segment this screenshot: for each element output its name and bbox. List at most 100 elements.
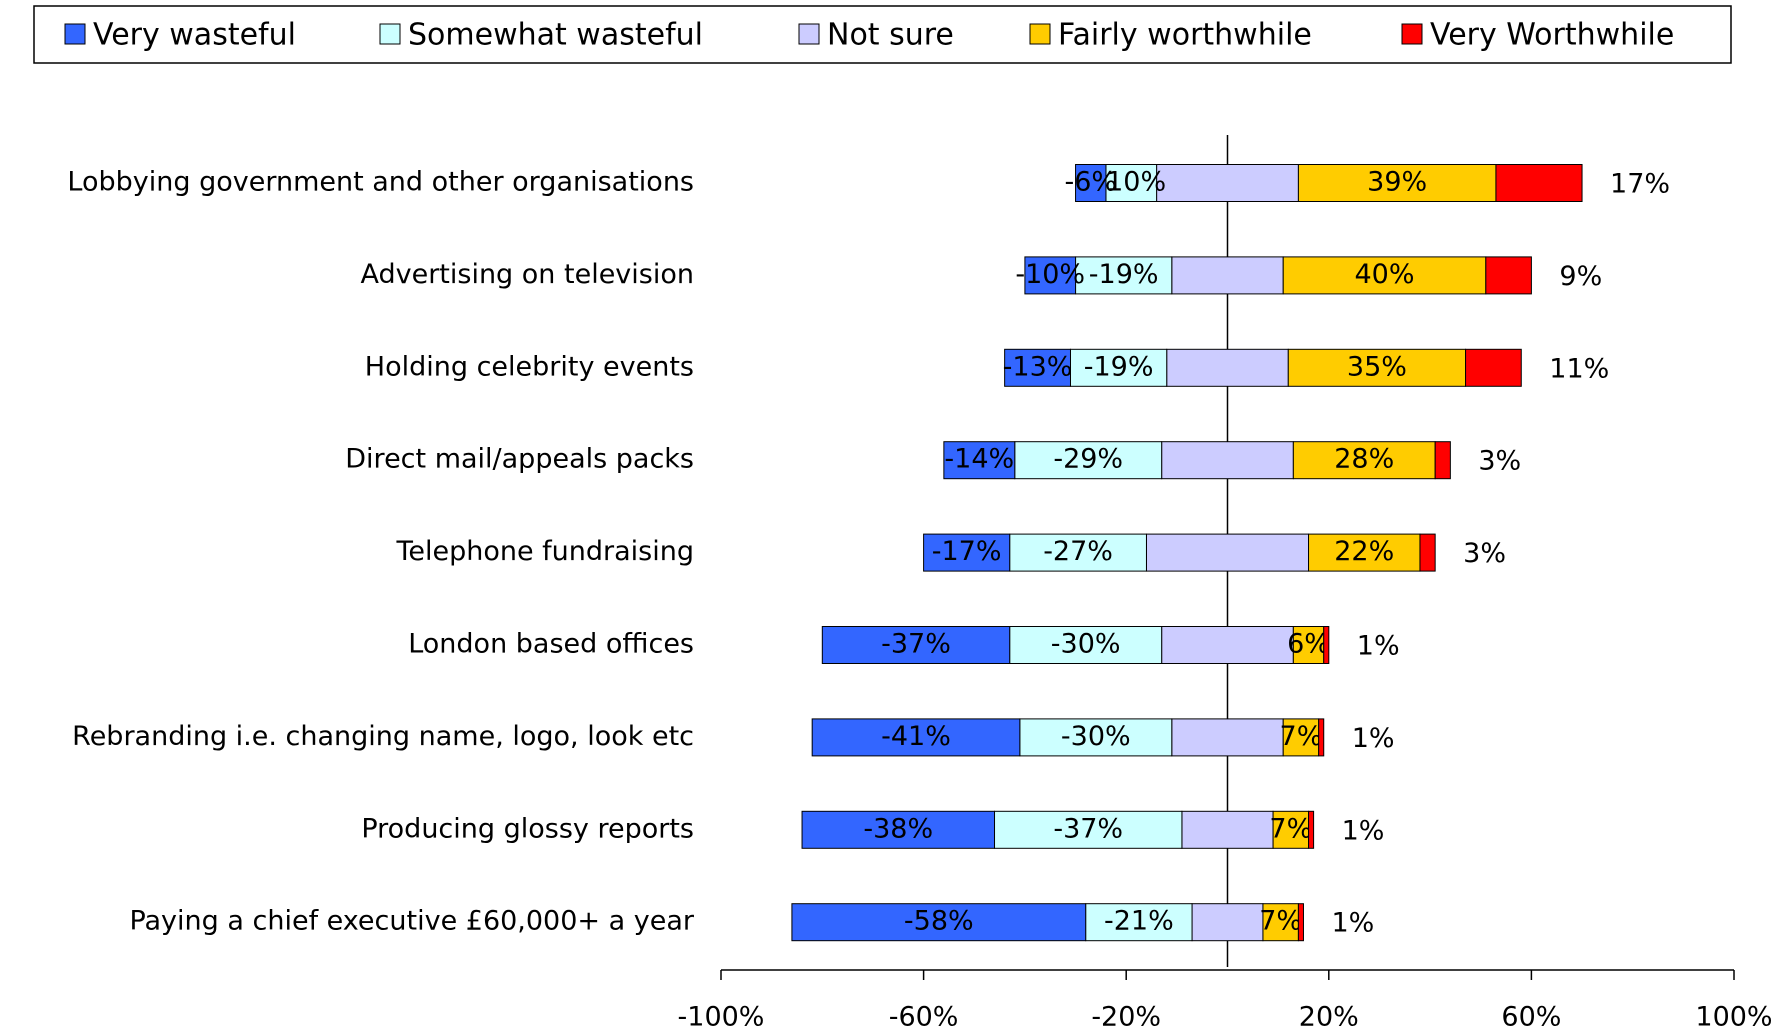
data-label: 7% <box>1269 813 1312 844</box>
bar-segment <box>811 718 1021 757</box>
data-label: 1% <box>1357 631 1400 662</box>
data-label: 1% <box>1342 815 1385 846</box>
bar-segment <box>1069 348 1168 387</box>
data-label: -14% <box>944 444 1014 475</box>
bar-segment <box>1495 164 1583 202</box>
data-label: -21% <box>1104 906 1174 937</box>
data-label: -30% <box>1061 721 1131 752</box>
data-label: 28% <box>1334 444 1394 475</box>
data-label: 3% <box>1463 538 1506 569</box>
category-label: Telephone fundraising <box>395 536 694 567</box>
bar-segment <box>1171 256 1284 295</box>
bar-segment <box>801 810 996 849</box>
legend-swatch <box>1401 23 1423 45</box>
bar-segment <box>1156 164 1299 202</box>
bar-segment <box>1145 533 1310 572</box>
bar-segment <box>1171 718 1284 757</box>
data-label: -58% <box>904 906 974 937</box>
bar-segment <box>1161 626 1294 664</box>
data-label: 9% <box>1559 261 1602 292</box>
legend-label: Not sure <box>827 18 954 53</box>
x-tick-label: 100% <box>1695 1002 1772 1028</box>
bar-segment <box>1181 810 1274 849</box>
bar-segment <box>1075 256 1173 295</box>
bar-segment <box>1004 348 1071 387</box>
bar-segment <box>1272 810 1310 849</box>
category-label: Advertising on television <box>360 259 694 290</box>
data-label: -38% <box>863 813 933 844</box>
data-label: -41% <box>881 721 951 752</box>
bar-segment <box>1323 626 1330 664</box>
data-label: 1% <box>1352 723 1395 754</box>
data-label: 35% <box>1347 351 1407 382</box>
bar-segment <box>1075 164 1107 202</box>
bar-segment <box>1014 441 1163 480</box>
bar-segment <box>1009 533 1147 572</box>
category-label: Paying a chief executive £60,000+ a year <box>129 906 694 937</box>
bar-segment <box>1308 533 1421 572</box>
legend-swatch <box>64 23 86 45</box>
bar-segment <box>1485 256 1532 295</box>
bar-segment <box>1297 164 1497 202</box>
data-label: -37% <box>1053 813 1123 844</box>
bar-segment <box>1297 903 1304 942</box>
bar-segment <box>1282 256 1487 295</box>
data-label: -19% <box>1084 351 1154 382</box>
category-label: Rebranding i.e. changing name, logo, loo… <box>72 721 694 752</box>
bar-segment <box>1308 810 1315 849</box>
data-label: -10% <box>1015 259 1085 290</box>
data-label: -10% <box>1096 167 1166 198</box>
x-tick-label: -20% <box>1091 1002 1161 1028</box>
legend-swatch <box>798 23 820 45</box>
data-label: 11% <box>1549 353 1609 384</box>
bar-segment <box>1024 256 1077 295</box>
data-label: -27% <box>1043 536 1113 567</box>
data-label: 22% <box>1334 536 1394 567</box>
data-label: 7% <box>1280 721 1323 752</box>
data-label: -29% <box>1053 444 1123 475</box>
data-label: 40% <box>1355 259 1415 290</box>
data-label: 39% <box>1367 167 1427 198</box>
data-label: -37% <box>881 629 951 660</box>
data-label: -13% <box>1003 351 1073 382</box>
bar-segment <box>1287 348 1467 387</box>
bar-segment <box>1465 348 1522 387</box>
legend-label: Very Worthwhile <box>1430 18 1674 53</box>
category-label: Lobbying government and other organisati… <box>67 167 694 198</box>
bar-segment <box>1292 626 1325 664</box>
legend-swatch <box>1029 23 1051 45</box>
data-label: -6% <box>1064 167 1117 198</box>
data-label: -30% <box>1051 629 1121 660</box>
bar-segment <box>943 441 1016 480</box>
legend-label: Somewhat wasteful <box>408 18 703 53</box>
bar-segment <box>821 626 1011 664</box>
bar-segment <box>1292 441 1436 480</box>
legend-swatch <box>379 23 401 45</box>
x-tick-label: 20% <box>1299 1002 1359 1028</box>
x-tick-label: -60% <box>889 1002 959 1028</box>
bar-segment <box>1318 718 1325 757</box>
legend-box <box>33 5 1732 64</box>
bar-segment <box>1191 903 1264 942</box>
x-tick-label: 60% <box>1501 1002 1561 1028</box>
bar-segment <box>1166 348 1289 387</box>
bar-segment <box>791 903 1087 942</box>
bar-segment <box>1105 164 1158 202</box>
data-label: -17% <box>932 536 1002 567</box>
category-label: Holding celebrity events <box>365 351 694 382</box>
legend-label: Very wasteful <box>93 18 296 53</box>
bar-segment <box>1161 441 1294 480</box>
data-label: 17% <box>1610 169 1670 200</box>
bar-segment <box>1085 903 1193 942</box>
bar-segment <box>1419 533 1436 572</box>
bar-segment <box>923 533 1011 572</box>
data-label: 6% <box>1287 629 1330 660</box>
data-label: 7% <box>1259 906 1302 937</box>
bar-segment <box>1019 718 1173 757</box>
data-label: 1% <box>1331 908 1374 939</box>
data-label: 3% <box>1478 446 1521 477</box>
legend-label: Fairly worthwhile <box>1058 18 1312 53</box>
bar-segment <box>1434 441 1451 480</box>
category-label: Direct mail/appeals packs <box>345 444 694 475</box>
